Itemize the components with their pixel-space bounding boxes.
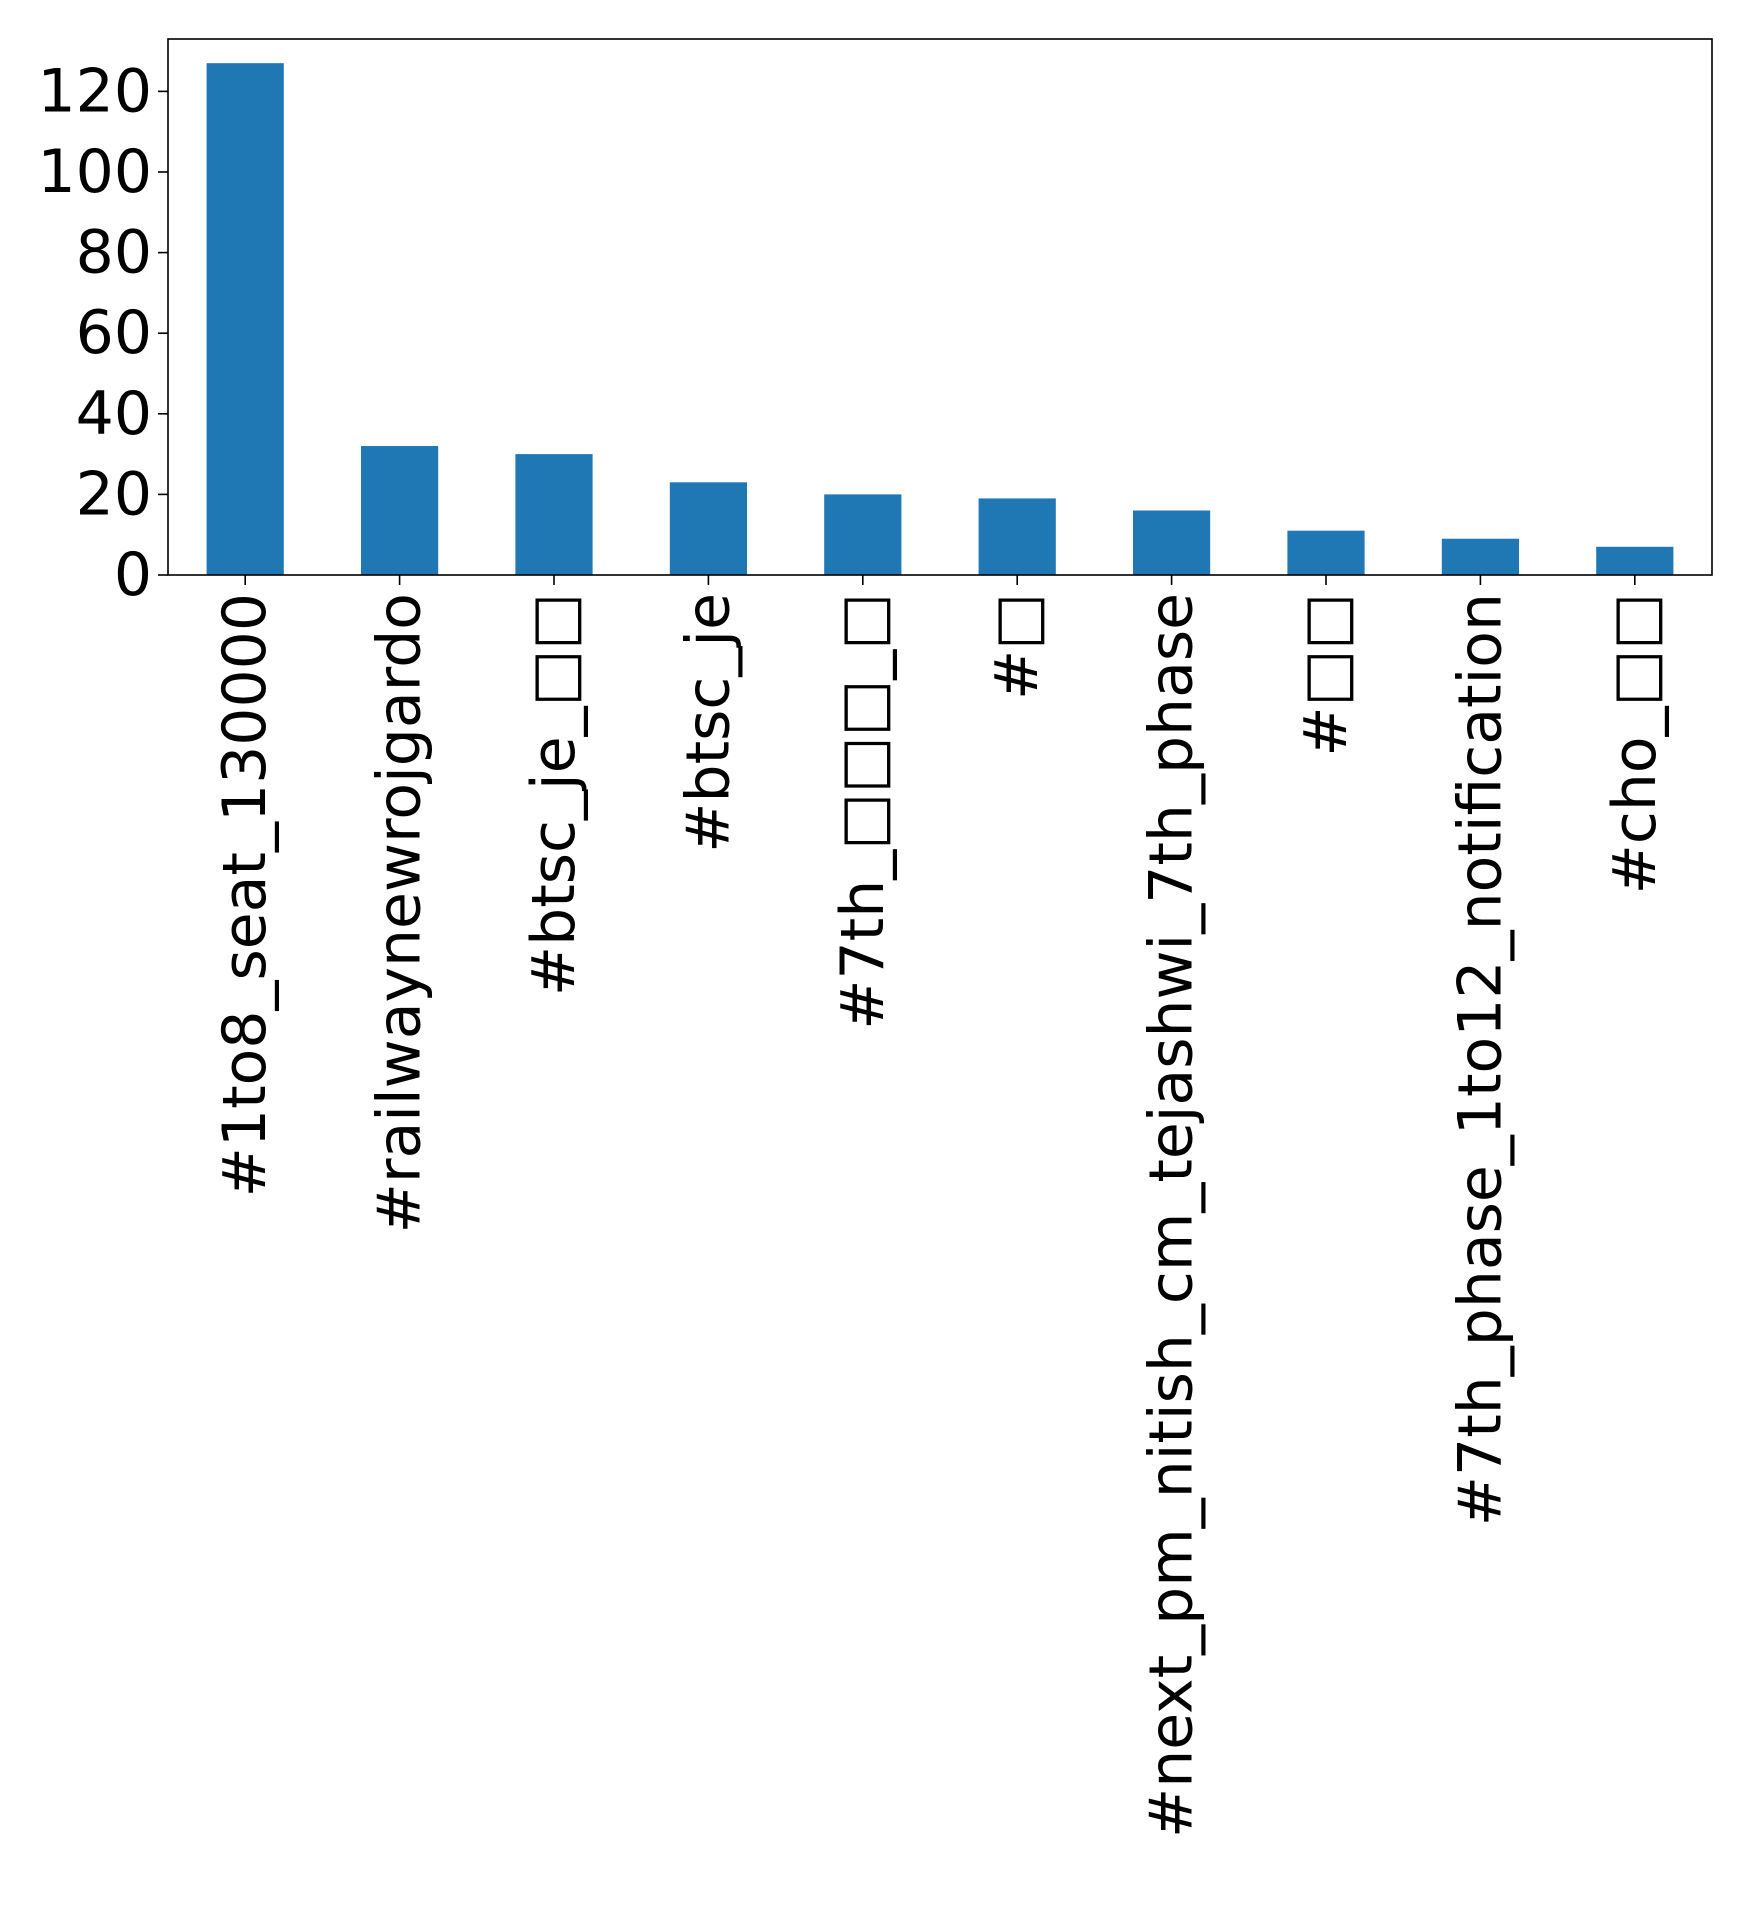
bar-1 bbox=[361, 446, 439, 575]
bar-9 bbox=[1596, 546, 1674, 575]
y-tick-label-6: 120 bbox=[37, 56, 152, 126]
x-tick-label-7: #□□ bbox=[1291, 593, 1361, 757]
bar-7 bbox=[1287, 530, 1365, 575]
bar-2 bbox=[515, 454, 593, 575]
x-tick-label-5: #□ bbox=[982, 593, 1052, 700]
y-tick-label-4: 80 bbox=[76, 218, 152, 288]
x-tick-label-1: #railwaynewrojgardo bbox=[365, 593, 435, 1233]
x-tick-label-4: #7th_□□□_□ bbox=[828, 593, 898, 1030]
x-tick-label-8: #7th_phase_1to12_notification bbox=[1445, 593, 1515, 1526]
bar-0 bbox=[206, 63, 284, 576]
y-axis: 0 20 40 60 80 100 120 bbox=[37, 56, 168, 610]
y-tick-label-1: 20 bbox=[76, 459, 152, 529]
plot-frame bbox=[167, 38, 1713, 576]
bar-8 bbox=[1441, 538, 1519, 575]
y-tick-label-5: 100 bbox=[37, 137, 152, 207]
x-tick-label-6: #next_pm_nitish_cm_tejashwi_7th_phase bbox=[1137, 593, 1207, 1838]
x-tick-label-0: #1to8_seat_130000 bbox=[210, 593, 280, 1197]
bar-5 bbox=[978, 498, 1056, 575]
bars-layer bbox=[206, 63, 1674, 576]
x-tick-label-9: #cho_□□ bbox=[1600, 593, 1670, 894]
y-tick-label-0: 0 bbox=[114, 540, 152, 610]
x-axis: #1to8_seat_130000 #railwaynewrojgardo #bts… bbox=[210, 575, 1670, 1838]
bar-4 bbox=[824, 494, 902, 575]
y-tick-label-2: 40 bbox=[76, 379, 152, 449]
y-tick-label-3: 60 bbox=[76, 298, 152, 368]
x-tick-label-2: #btsc_je_□□ bbox=[519, 593, 589, 996]
bar-3 bbox=[669, 482, 747, 575]
bar-6 bbox=[1133, 510, 1211, 575]
x-tick-label-3: #btsc_je bbox=[673, 593, 743, 853]
